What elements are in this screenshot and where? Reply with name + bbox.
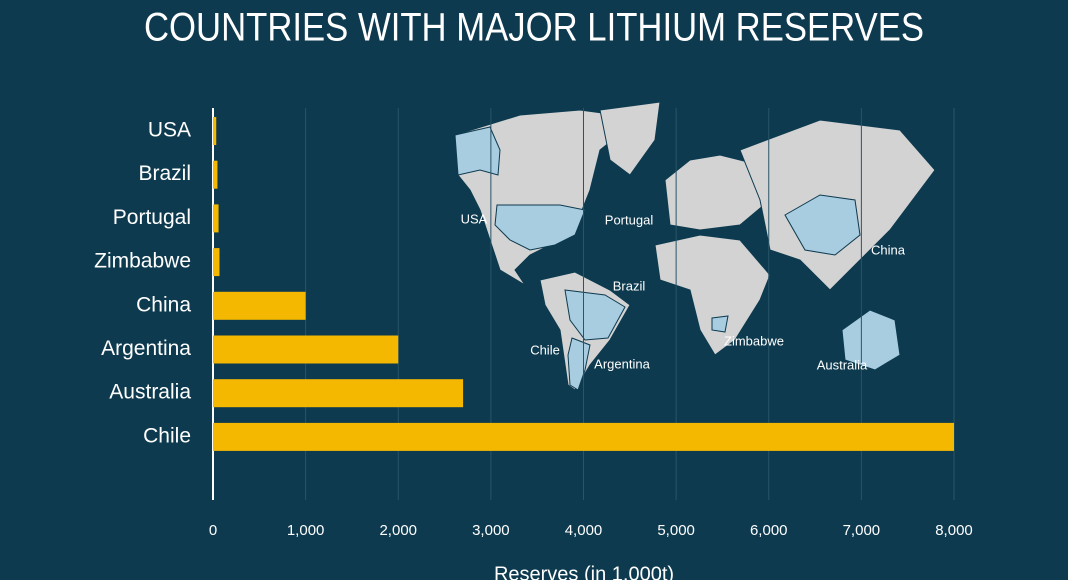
usa bbox=[494, 204, 586, 251]
map-label: Zimbabwe bbox=[724, 333, 784, 348]
x-tick-label: 7,000 bbox=[843, 522, 881, 539]
map-label: Chile bbox=[530, 342, 560, 357]
bar bbox=[213, 160, 218, 189]
alaska bbox=[454, 126, 501, 176]
bar bbox=[213, 117, 217, 145]
world-map bbox=[454, 101, 936, 391]
y-tick-label: Zimbabwe bbox=[94, 250, 191, 273]
x-tick-label: 3,000 bbox=[472, 522, 510, 539]
bar bbox=[213, 422, 954, 451]
brazil bbox=[564, 289, 626, 341]
africa bbox=[654, 234, 771, 356]
y-tick-label: USA bbox=[148, 119, 191, 142]
x-tick-label: 4,000 bbox=[565, 522, 603, 539]
map-label: Portugal bbox=[605, 212, 654, 227]
map-label: Brazil bbox=[613, 278, 646, 293]
x-tick-label: 1,000 bbox=[287, 522, 325, 539]
bar bbox=[213, 379, 464, 408]
y-tick-label: Argentina bbox=[101, 337, 191, 360]
map-label: Argentina bbox=[594, 356, 650, 371]
x-tick-label: 5,000 bbox=[657, 522, 695, 539]
y-tick-label: Australia bbox=[109, 381, 191, 404]
x-tick-label: 8,000 bbox=[935, 522, 973, 539]
bar bbox=[213, 335, 399, 364]
australia bbox=[841, 309, 901, 371]
bar bbox=[213, 291, 306, 320]
x-tick-label: 2,000 bbox=[379, 522, 417, 539]
map-label: Australia bbox=[817, 357, 868, 372]
bar bbox=[213, 248, 220, 277]
argentina bbox=[567, 337, 591, 391]
zimbabwe bbox=[711, 315, 729, 333]
x-tick-label: 0 bbox=[209, 522, 217, 539]
china bbox=[784, 194, 861, 256]
y-tick-label: Chile bbox=[143, 424, 191, 447]
map-label: China bbox=[871, 242, 906, 257]
bar bbox=[213, 204, 219, 233]
y-tick-label: China bbox=[136, 293, 191, 316]
chart-title: COUNTRIES WITH MAJOR LITHIUM RESERVES bbox=[144, 6, 924, 50]
map-label: USA bbox=[461, 211, 488, 226]
x-axis-label: Reserves (in 1,000t) bbox=[494, 563, 674, 580]
y-tick-label: Brazil bbox=[138, 162, 191, 185]
x-tick-label: 6,000 bbox=[750, 522, 788, 539]
y-tick-label: Portugal bbox=[113, 206, 191, 229]
greenland bbox=[599, 101, 661, 176]
